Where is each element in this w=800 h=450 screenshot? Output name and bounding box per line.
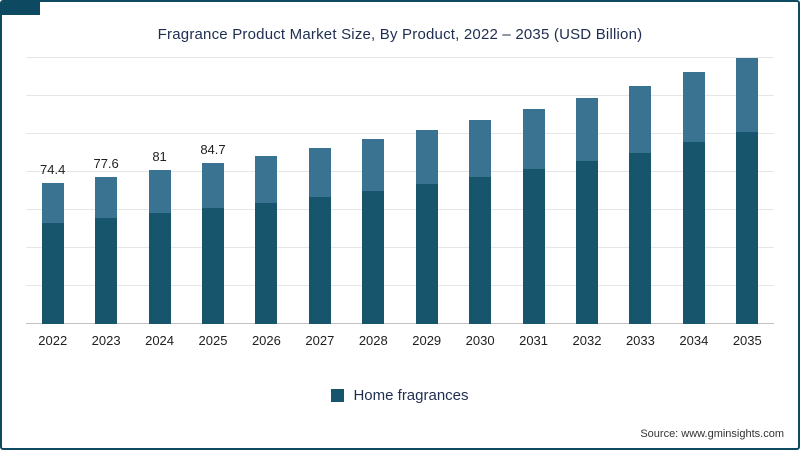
bar-2023: 77.6 xyxy=(79,156,132,324)
x-axis-labels: 2022 2023 2024 2025 2026 2027 2028 2029 2030 2031… xyxy=(26,333,774,348)
bar-2028 xyxy=(347,139,400,324)
gridline xyxy=(26,171,774,172)
bar-top-segment-2027 xyxy=(308,148,331,197)
gridline xyxy=(26,95,774,96)
x-axis-line xyxy=(26,323,774,324)
bar-top-segment-2023 xyxy=(95,177,118,218)
gridline xyxy=(26,133,774,134)
bar-2022: 74.4 xyxy=(26,162,79,324)
x-tick-2032: 2032 xyxy=(572,333,602,348)
x-tick-2022: 2022 xyxy=(38,333,68,348)
bar-2024: 81 xyxy=(133,149,186,324)
bar-top-segment-2033 xyxy=(629,86,652,153)
bar-2030 xyxy=(453,120,506,324)
value-label-2025: 84.7 xyxy=(200,142,226,157)
bar-top-segment-2022 xyxy=(41,183,64,223)
x-tick-2025: 2025 xyxy=(198,333,228,348)
bar-top-segment-2035 xyxy=(736,58,759,132)
value-label-2022: 74.4 xyxy=(40,162,66,177)
legend-label-home-fragrances: Home fragrances xyxy=(353,387,469,404)
bar-2031 xyxy=(507,109,560,324)
source-attribution: Source: www.gminsights.com xyxy=(640,428,784,440)
x-tick-2026: 2026 xyxy=(251,333,281,348)
corner-accent xyxy=(2,2,40,15)
legend: Home fragrances xyxy=(2,387,798,404)
gridline xyxy=(26,209,774,210)
plot-area: 74.4 77.6 81 84.7 xyxy=(26,52,774,324)
gridline xyxy=(26,57,774,58)
bar-top-segment-2031 xyxy=(522,109,545,169)
bar-top-segment-2025 xyxy=(201,163,224,208)
legend-swatch-home-fragrances xyxy=(331,389,345,402)
x-tick-2028: 2028 xyxy=(358,333,388,348)
bar-2032 xyxy=(560,98,613,324)
gridline xyxy=(26,247,774,248)
bar-top-segment-2026 xyxy=(255,156,278,203)
gridline xyxy=(26,285,774,286)
bar-top-segment-2028 xyxy=(362,139,385,191)
bar-top-segment-2030 xyxy=(469,120,492,177)
bar-2033 xyxy=(614,86,667,324)
x-tick-2034: 2034 xyxy=(679,333,709,348)
x-tick-2023: 2023 xyxy=(91,333,121,348)
bar-top-segment-2029 xyxy=(415,130,438,184)
value-label-2024: 81 xyxy=(152,149,167,164)
bar-2025: 84.7 xyxy=(186,142,239,324)
x-tick-2024: 2024 xyxy=(145,333,175,348)
bar-top-segment-2034 xyxy=(682,72,705,142)
x-tick-2027: 2027 xyxy=(305,333,335,348)
x-tick-2035: 2035 xyxy=(732,333,762,348)
bar-2027 xyxy=(293,148,346,324)
bar-top-segment-2024 xyxy=(148,170,171,213)
bar-2034 xyxy=(667,72,720,324)
x-tick-2030: 2030 xyxy=(465,333,495,348)
bars-row: 74.4 77.6 81 84.7 xyxy=(26,52,774,324)
x-tick-2029: 2029 xyxy=(412,333,442,348)
value-label-2023: 77.6 xyxy=(93,156,119,171)
x-tick-2033: 2033 xyxy=(625,333,655,348)
x-tick-2031: 2031 xyxy=(519,333,549,348)
bar-2026 xyxy=(240,156,293,324)
bar-top-segment-2032 xyxy=(575,98,598,161)
bar-2029 xyxy=(400,130,453,324)
chart-title: Fragrance Product Market Size, By Produc… xyxy=(157,26,643,43)
bar-2035 xyxy=(721,58,774,324)
